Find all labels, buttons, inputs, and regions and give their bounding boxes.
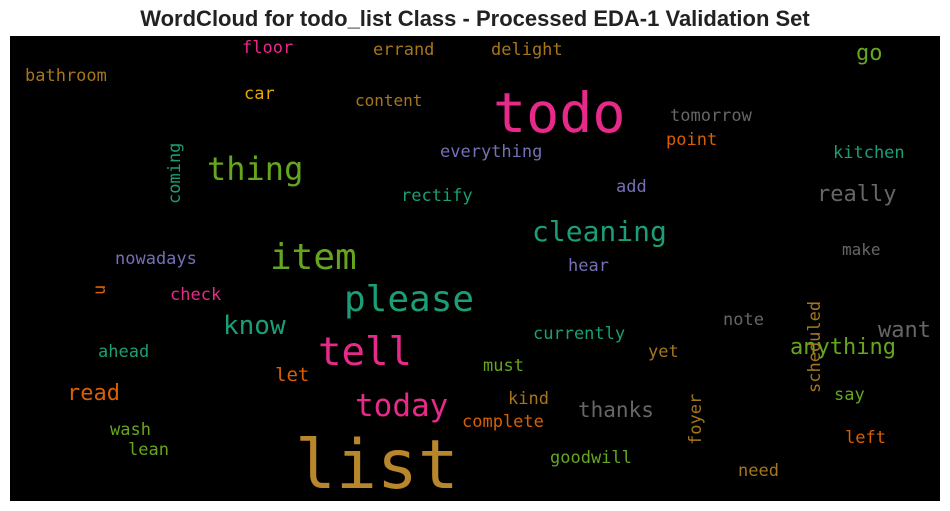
word-today: today [355,388,449,424]
word-list: list [295,426,459,501]
word-tomorrow: tomorrow [670,106,752,126]
word-item: item [270,237,357,278]
word-errand: errand [373,40,435,60]
word-yet: yet [648,342,679,362]
word-complete: complete [462,412,544,432]
word-cleaning: cleaning [532,215,667,248]
word-anything: anything [790,335,896,360]
word-thanks: thanks [578,398,654,422]
word-wash: wash [110,420,151,440]
word-cloud-canvas: list todo please tell item thing today cleaning… [10,36,940,501]
word-kind: kind [508,389,549,409]
word-hear: hear [568,256,609,276]
word-delight: delight [491,40,563,60]
word-know: know [223,311,286,341]
word-rectify: rectify [401,186,473,206]
word-must: must [483,356,524,376]
word-need: need [738,461,779,481]
word-everything: everything [440,142,543,162]
word-thing: thing [207,150,304,188]
word-please: please [344,279,475,320]
word-say: say [834,385,865,405]
word-want: want [878,318,931,343]
word-currently: currently [533,324,626,344]
word-note: note [723,310,764,330]
word-nowadays: nowadays [115,249,197,269]
word-check: check [170,285,222,305]
word-let: let [275,364,310,386]
word-content: content [355,91,423,110]
word-tell: tell [318,330,412,375]
word-u: u [90,284,110,296]
word-really: really [817,182,897,207]
word-car: car [244,84,275,104]
word-left: left [845,428,886,448]
word-ahead: ahead [98,342,150,362]
word-coming: coming [165,142,185,205]
word-add: add [616,177,647,197]
word-foyer: foyer [686,393,706,445]
word-bathroom: bathroom [25,66,107,86]
word-todo: todo [493,81,626,145]
word-read: read [67,381,120,406]
word-lean: lean [128,440,169,460]
word-point: point [666,130,718,150]
word-make: make [842,240,881,259]
word-scheduled: scheduled [805,300,825,393]
word-goodwill: goodwill [550,448,632,468]
word-kitchen: kitchen [833,143,905,163]
word-go: go [856,41,883,66]
word-floor: floor [242,38,294,58]
chart-title: WordCloud for todo_list Class - Processe… [140,6,810,31]
